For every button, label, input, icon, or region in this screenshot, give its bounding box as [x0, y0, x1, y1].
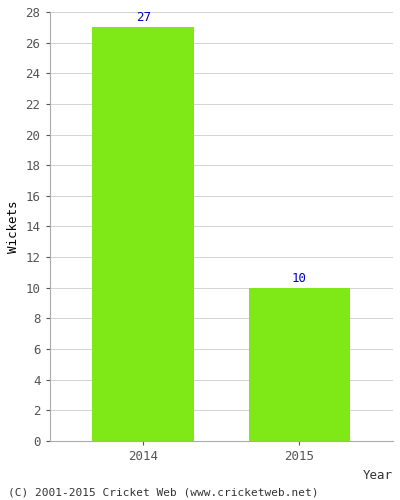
Bar — [92, 28, 194, 441]
Text: (C) 2001-2015 Cricket Web (www.cricketweb.net): (C) 2001-2015 Cricket Web (www.cricketwe… — [8, 488, 318, 498]
Text: Year: Year — [363, 468, 393, 481]
Y-axis label: Wickets: Wickets — [7, 200, 20, 252]
Text: 27: 27 — [136, 11, 151, 24]
Text: 10: 10 — [292, 272, 307, 284]
Bar — [249, 288, 350, 441]
